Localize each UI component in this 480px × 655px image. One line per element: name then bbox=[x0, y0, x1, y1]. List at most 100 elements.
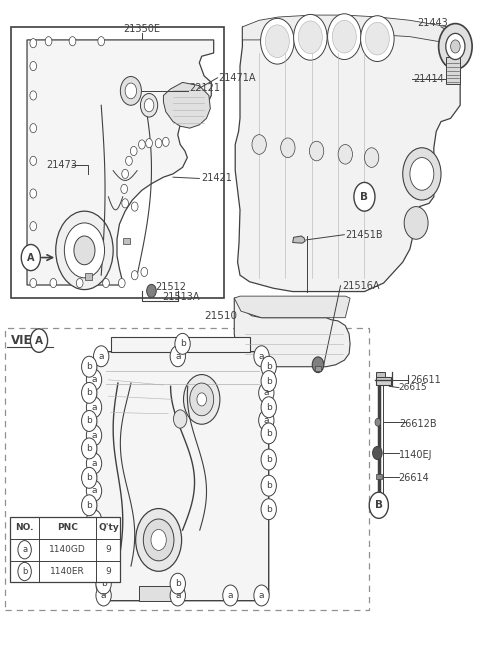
Text: 1140ER: 1140ER bbox=[50, 567, 85, 576]
Circle shape bbox=[120, 77, 142, 105]
Circle shape bbox=[144, 99, 154, 112]
Polygon shape bbox=[235, 27, 460, 291]
Circle shape bbox=[30, 257, 36, 267]
Circle shape bbox=[175, 333, 190, 354]
Circle shape bbox=[136, 508, 181, 571]
Text: 21414: 21414 bbox=[413, 74, 444, 84]
Circle shape bbox=[375, 419, 381, 426]
Circle shape bbox=[170, 346, 185, 367]
Polygon shape bbox=[242, 15, 460, 43]
Circle shape bbox=[261, 18, 294, 64]
Text: b: b bbox=[266, 377, 272, 386]
Text: 22121: 22121 bbox=[190, 83, 221, 92]
Circle shape bbox=[125, 83, 137, 99]
Circle shape bbox=[50, 278, 57, 288]
Circle shape bbox=[30, 157, 36, 166]
Bar bbox=[376, 377, 391, 385]
Circle shape bbox=[162, 138, 169, 147]
Circle shape bbox=[82, 383, 97, 403]
Circle shape bbox=[96, 573, 111, 594]
Text: b: b bbox=[22, 567, 27, 576]
Text: A: A bbox=[27, 253, 35, 263]
Circle shape bbox=[261, 498, 276, 519]
Circle shape bbox=[86, 369, 102, 390]
Circle shape bbox=[439, 24, 472, 69]
Bar bbox=[140, 586, 178, 601]
Text: a: a bbox=[91, 459, 97, 468]
Bar bbox=[11, 27, 224, 298]
Circle shape bbox=[132, 271, 138, 280]
Circle shape bbox=[86, 397, 102, 418]
Bar bbox=[10, 517, 120, 582]
Text: 26614: 26614 bbox=[398, 473, 429, 483]
Circle shape bbox=[190, 383, 214, 416]
Circle shape bbox=[183, 375, 220, 424]
Circle shape bbox=[86, 481, 102, 501]
Text: 21516A: 21516A bbox=[342, 281, 380, 291]
Circle shape bbox=[170, 585, 185, 606]
Circle shape bbox=[369, 492, 388, 518]
Text: a: a bbox=[175, 591, 180, 600]
Text: a: a bbox=[264, 388, 269, 398]
Circle shape bbox=[30, 278, 36, 288]
Circle shape bbox=[312, 357, 324, 373]
Text: 26611: 26611 bbox=[410, 375, 441, 384]
Circle shape bbox=[86, 510, 102, 531]
Text: b: b bbox=[266, 403, 272, 412]
Circle shape bbox=[259, 383, 274, 403]
Circle shape bbox=[131, 147, 137, 156]
Bar bbox=[5, 328, 369, 610]
Circle shape bbox=[18, 563, 31, 581]
Text: 21512: 21512 bbox=[155, 282, 186, 292]
Text: 1140GD: 1140GD bbox=[49, 545, 86, 554]
Circle shape bbox=[56, 211, 113, 290]
Text: 21443: 21443 bbox=[417, 18, 448, 28]
Circle shape bbox=[259, 410, 274, 431]
Circle shape bbox=[299, 21, 323, 54]
Circle shape bbox=[139, 140, 145, 149]
Circle shape bbox=[82, 495, 97, 515]
Circle shape bbox=[252, 135, 266, 155]
Circle shape bbox=[338, 145, 352, 164]
Text: 21513A: 21513A bbox=[162, 292, 200, 303]
Circle shape bbox=[446, 33, 465, 60]
Circle shape bbox=[94, 564, 109, 585]
Circle shape bbox=[98, 37, 105, 46]
Text: A: A bbox=[35, 335, 43, 346]
Circle shape bbox=[45, 37, 52, 46]
Text: b: b bbox=[266, 362, 272, 371]
Circle shape bbox=[156, 139, 162, 148]
Text: PNC: PNC bbox=[57, 523, 78, 533]
Text: a: a bbox=[259, 352, 264, 361]
Circle shape bbox=[147, 284, 156, 297]
Circle shape bbox=[365, 22, 389, 55]
Circle shape bbox=[122, 170, 129, 178]
Text: a: a bbox=[175, 352, 180, 361]
Circle shape bbox=[82, 438, 97, 459]
Circle shape bbox=[223, 585, 238, 606]
Circle shape bbox=[144, 519, 174, 561]
Circle shape bbox=[451, 40, 460, 53]
Text: 26615: 26615 bbox=[398, 383, 427, 392]
Text: 21510: 21510 bbox=[204, 310, 237, 321]
Circle shape bbox=[76, 278, 83, 288]
Circle shape bbox=[69, 37, 76, 46]
Text: b: b bbox=[86, 388, 92, 398]
Bar bbox=[85, 273, 92, 280]
Text: b: b bbox=[175, 579, 180, 588]
Text: 1140EJ: 1140EJ bbox=[399, 450, 432, 460]
Circle shape bbox=[151, 529, 166, 550]
Circle shape bbox=[173, 410, 187, 428]
Polygon shape bbox=[163, 83, 210, 128]
Text: b: b bbox=[266, 505, 272, 514]
Text: b: b bbox=[86, 501, 92, 510]
Circle shape bbox=[265, 25, 289, 58]
Circle shape bbox=[21, 244, 40, 271]
Text: 9: 9 bbox=[106, 567, 111, 576]
Text: VIEW: VIEW bbox=[11, 334, 46, 347]
Circle shape bbox=[146, 139, 153, 148]
Circle shape bbox=[261, 423, 276, 444]
Circle shape bbox=[360, 16, 394, 62]
Text: a: a bbox=[228, 591, 233, 600]
Text: a: a bbox=[98, 570, 104, 579]
